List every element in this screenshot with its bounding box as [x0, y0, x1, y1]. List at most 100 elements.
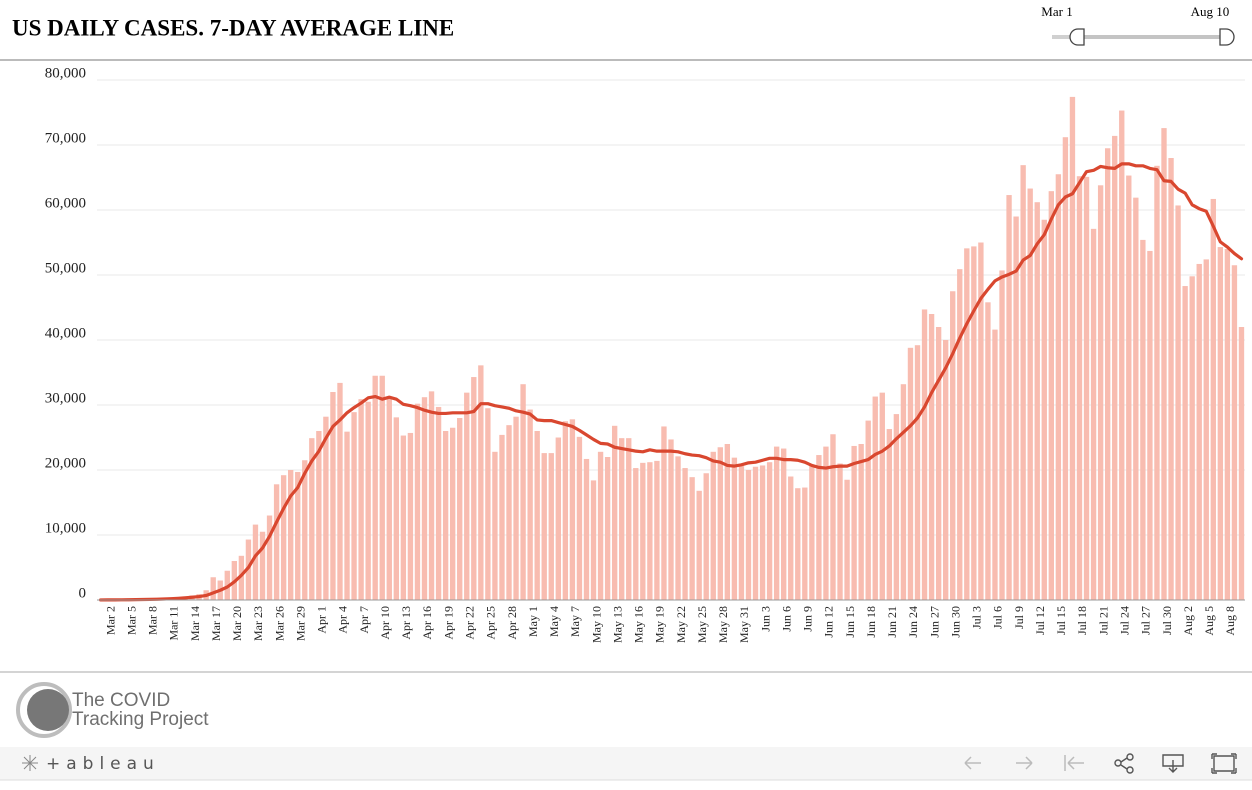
- bar: [773, 446, 780, 600]
- bar: [872, 396, 878, 600]
- bar: [858, 444, 864, 600]
- bar: [252, 524, 259, 600]
- bar: [1013, 216, 1019, 600]
- bar: [302, 460, 308, 600]
- bar: [534, 431, 540, 600]
- fullscreen-button[interactable]: [1211, 753, 1237, 774]
- bar: [668, 439, 674, 600]
- bar: [844, 479, 850, 600]
- bar: [471, 377, 477, 600]
- bar: [527, 409, 533, 600]
- bar: [506, 425, 512, 600]
- bar: [978, 242, 984, 600]
- bar: [576, 436, 583, 600]
- bar: [583, 458, 590, 600]
- x-tick-label: Jul 15: [1054, 606, 1068, 635]
- x-tick-label: Mar 11: [167, 606, 181, 641]
- bar: [407, 432, 414, 600]
- slider-handle-end[interactable]: [1219, 28, 1235, 46]
- bar: [1097, 185, 1104, 601]
- y-tick-label: 10,000: [45, 520, 86, 536]
- bar: [1161, 128, 1167, 600]
- bar: [555, 437, 561, 600]
- bar: [273, 484, 280, 600]
- x-tick-label: May 7: [568, 606, 582, 637]
- undo-button[interactable]: [964, 756, 981, 770]
- bar: [1112, 135, 1118, 600]
- bar: [1175, 205, 1181, 600]
- bar: [611, 425, 618, 600]
- bar: [619, 438, 625, 600]
- bar: [1196, 263, 1202, 600]
- bar: [478, 365, 484, 600]
- bar: [330, 392, 336, 600]
- bar: [745, 470, 752, 600]
- slider-start-label: Mar 1: [1041, 4, 1072, 19]
- bar: [928, 314, 935, 600]
- x-tick-label: May 10: [589, 606, 603, 643]
- bar: [548, 453, 554, 600]
- bar: [809, 465, 815, 600]
- x-tick-label: Apr 25: [484, 606, 498, 640]
- bar: [513, 416, 519, 600]
- bar: [590, 480, 597, 600]
- x-tick-label: Mar 17: [209, 606, 223, 641]
- bar: [1154, 165, 1160, 601]
- bar: [1055, 174, 1062, 600]
- bar: [1147, 250, 1153, 600]
- bar: [823, 446, 829, 600]
- bar: [344, 431, 350, 600]
- share-button[interactable]: [1114, 753, 1134, 774]
- bar: [682, 468, 688, 600]
- x-tick-label: Jun 24: [906, 606, 920, 638]
- redo-button[interactable]: [1016, 756, 1033, 770]
- bar: [1069, 96, 1076, 601]
- bar: [999, 270, 1005, 600]
- bar: [316, 431, 322, 600]
- bar: [837, 463, 843, 600]
- bar: [1062, 137, 1069, 600]
- bar: [288, 470, 294, 600]
- bar: [865, 420, 871, 600]
- x-tick-label: Mar 23: [251, 606, 265, 641]
- bar: [766, 462, 773, 600]
- x-tick-label: Jun 3: [758, 606, 772, 632]
- bar: [1048, 191, 1054, 600]
- plot-area: 0 10,000 20,000 30,000 40,000 50,000 60,000 70,…: [45, 65, 1245, 643]
- x-tick-label: Jun 21: [885, 606, 899, 638]
- bar: [992, 329, 998, 600]
- x-tick-label: Jul 18: [1075, 606, 1089, 635]
- bar: [259, 531, 266, 600]
- x-tick-label: May 16: [632, 606, 646, 643]
- download-button[interactable]: [1162, 754, 1184, 773]
- x-tick-label: Aug 8: [1223, 606, 1237, 636]
- x-tick-label: Mar 8: [146, 606, 160, 635]
- bar: [1231, 265, 1238, 600]
- logo-text: Tracking Project: [72, 709, 209, 730]
- bar: [492, 451, 498, 600]
- logo-disc: [27, 689, 69, 731]
- bar: [379, 375, 385, 600]
- date-slider[interactable]: Mar 1 Aug 10: [1041, 4, 1235, 46]
- bar: [485, 408, 491, 600]
- x-tick-label: Aug 5: [1202, 606, 1216, 636]
- x-tick-label: May 25: [695, 606, 709, 643]
- logo-ring: [16, 682, 72, 738]
- bar: [1034, 202, 1040, 600]
- bar: [759, 465, 766, 600]
- x-tick-label: Apr 7: [357, 606, 371, 634]
- y-tick-label: 20,000: [45, 455, 86, 471]
- bar: [421, 397, 428, 600]
- bar: [266, 515, 273, 600]
- bar: [752, 466, 759, 600]
- revert-button[interactable]: [1064, 755, 1084, 771]
- tableau-logo[interactable]: +ableau: [22, 754, 160, 774]
- bar: [597, 451, 604, 600]
- x-tick-label: Apr 16: [420, 606, 434, 640]
- bar: [457, 418, 463, 600]
- bar: [1076, 176, 1083, 600]
- bar: [879, 392, 885, 600]
- slider-handle-start[interactable]: [1069, 28, 1085, 46]
- bar: [985, 302, 991, 600]
- x-tick-label: Jul 27: [1139, 606, 1153, 635]
